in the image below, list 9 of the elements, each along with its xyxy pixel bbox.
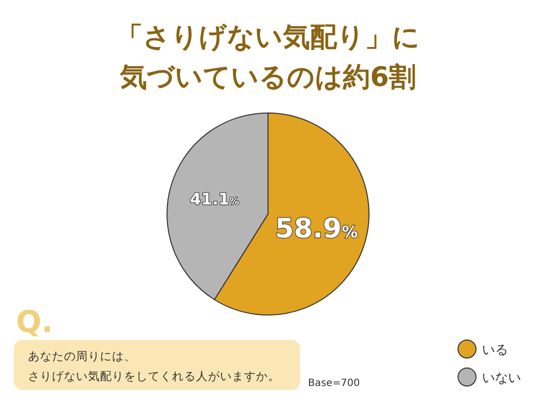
text: あなたの周りには、: [28, 349, 136, 363]
text: さりげない気配りをしてくれる人がいますか。: [28, 369, 280, 383]
legend-label: いない: [482, 371, 521, 386]
data-label: 58.9%: [275, 214, 358, 245]
data-label: 41.1%: [190, 189, 240, 208]
text: Q.: [16, 305, 53, 340]
text: Base=700: [308, 378, 360, 389]
legend-label: いる: [482, 343, 508, 358]
chart-title: 「さりげない気配り」に気づいているのは約6割: [116, 22, 420, 93]
